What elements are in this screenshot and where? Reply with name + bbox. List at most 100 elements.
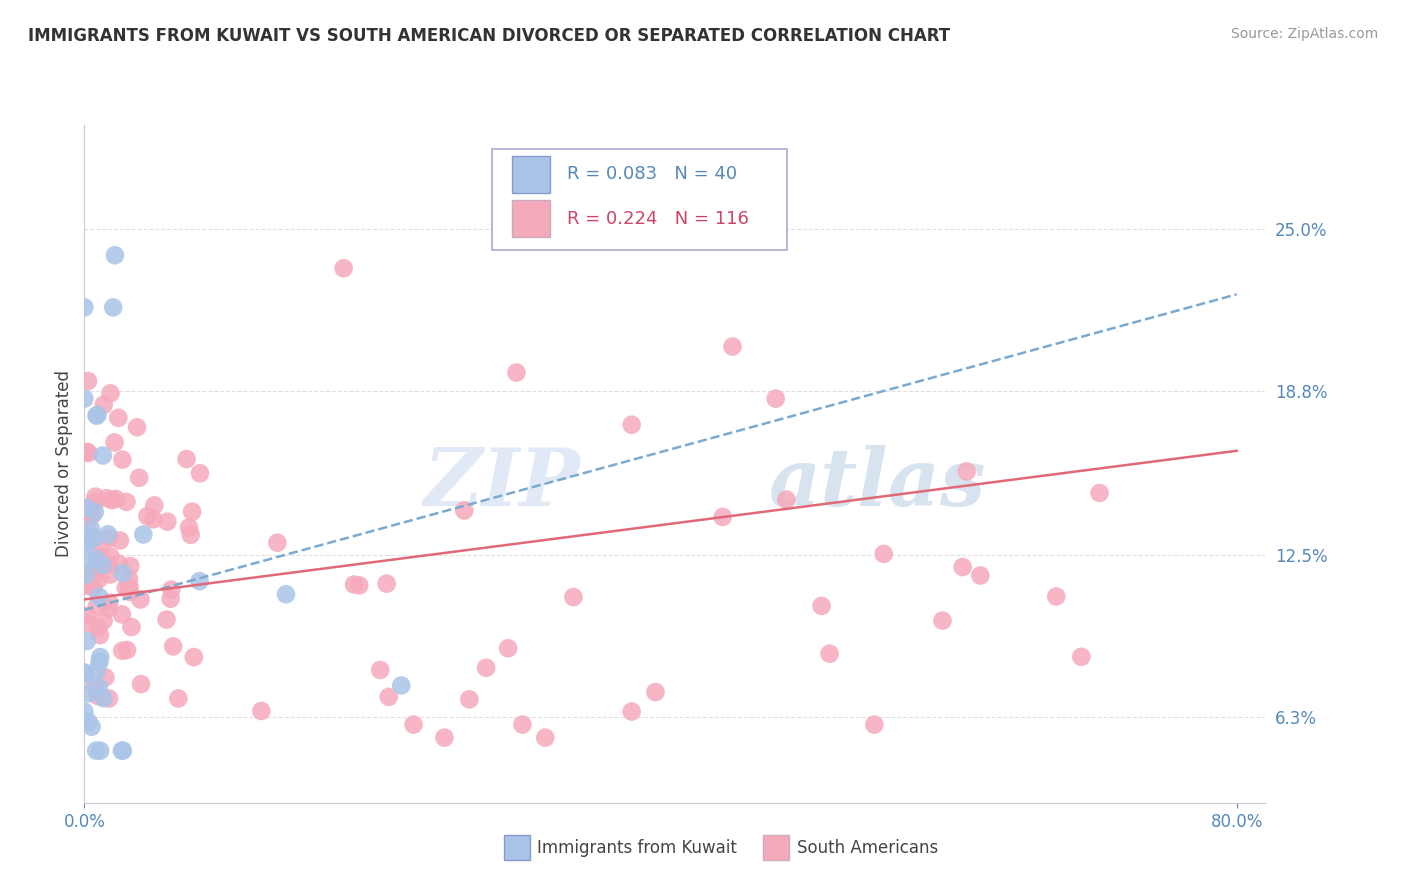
Point <box>111 644 134 658</box>
Point <box>83 569 105 583</box>
Point <box>93 398 115 412</box>
Point <box>104 491 127 506</box>
Point <box>104 248 127 262</box>
Point <box>87 572 110 586</box>
Text: R = 0.224   N = 116: R = 0.224 N = 116 <box>568 210 749 227</box>
Point <box>91 558 114 573</box>
Point <box>82 508 104 523</box>
Point <box>86 409 108 423</box>
Point <box>534 731 557 745</box>
Point <box>125 420 148 434</box>
Point <box>91 449 114 463</box>
Point <box>86 552 108 566</box>
Point <box>132 527 155 541</box>
Point <box>83 581 105 595</box>
Point <box>143 499 166 513</box>
Point <box>98 531 121 545</box>
Text: atlas: atlas <box>769 445 987 523</box>
Point <box>76 514 98 528</box>
Point <box>77 686 100 700</box>
Point <box>98 595 121 609</box>
Point <box>87 680 110 694</box>
Point <box>93 691 115 706</box>
Point <box>496 641 519 656</box>
Point <box>107 410 129 425</box>
Point <box>83 531 105 545</box>
Point <box>1070 649 1092 664</box>
Point <box>159 591 181 606</box>
Point <box>97 527 120 541</box>
Point <box>952 560 974 574</box>
Point <box>73 301 96 315</box>
Point <box>111 744 134 758</box>
Point <box>89 549 111 564</box>
Point <box>349 578 371 592</box>
Point <box>75 667 97 681</box>
Point <box>721 339 744 353</box>
Point <box>183 650 205 665</box>
Point <box>453 503 475 517</box>
Point <box>142 512 165 526</box>
Point <box>863 717 886 731</box>
Point <box>80 577 103 591</box>
Point <box>84 490 107 504</box>
Point <box>180 528 202 542</box>
Point <box>775 492 797 507</box>
Point <box>87 689 110 703</box>
Point <box>89 590 111 604</box>
Point <box>167 691 190 706</box>
Point <box>89 744 111 758</box>
Point <box>343 577 366 591</box>
Point <box>100 549 122 564</box>
Point <box>118 572 141 586</box>
Point <box>87 621 110 635</box>
Point <box>111 566 134 581</box>
Point <box>873 547 896 561</box>
Point <box>118 585 141 599</box>
Point <box>97 558 120 572</box>
Point <box>118 580 141 594</box>
Point <box>931 614 953 628</box>
Point <box>562 590 585 604</box>
FancyBboxPatch shape <box>512 200 550 237</box>
Point <box>73 392 96 406</box>
Point <box>115 495 138 509</box>
Point <box>86 408 108 422</box>
Point <box>250 704 273 718</box>
Point <box>332 261 354 276</box>
Point <box>176 452 198 467</box>
Point <box>75 500 97 515</box>
FancyBboxPatch shape <box>763 835 789 861</box>
Point <box>458 692 481 706</box>
Point <box>1045 590 1067 604</box>
Point <box>101 493 124 508</box>
Point <box>76 579 98 593</box>
Point <box>188 574 211 589</box>
Point <box>89 628 111 642</box>
Point <box>90 540 112 554</box>
Point <box>181 505 204 519</box>
Text: Source: ZipAtlas.com: Source: ZipAtlas.com <box>1230 27 1378 41</box>
Point <box>103 435 125 450</box>
Text: ZIP: ZIP <box>423 445 581 523</box>
Point <box>128 471 150 485</box>
Point <box>77 374 100 388</box>
Point <box>644 685 666 699</box>
Point <box>156 515 179 529</box>
Point <box>121 620 143 634</box>
Point <box>96 491 118 506</box>
Point <box>76 445 98 459</box>
Point <box>711 510 734 524</box>
Point <box>111 452 134 467</box>
Point <box>89 650 111 665</box>
Point <box>120 559 142 574</box>
Point <box>111 744 134 758</box>
Point <box>76 537 98 551</box>
Point <box>77 533 100 547</box>
Point <box>378 690 401 704</box>
Point <box>505 366 527 380</box>
Point <box>177 520 200 534</box>
Point <box>86 599 108 614</box>
Point <box>1088 486 1111 500</box>
Point <box>969 568 991 582</box>
